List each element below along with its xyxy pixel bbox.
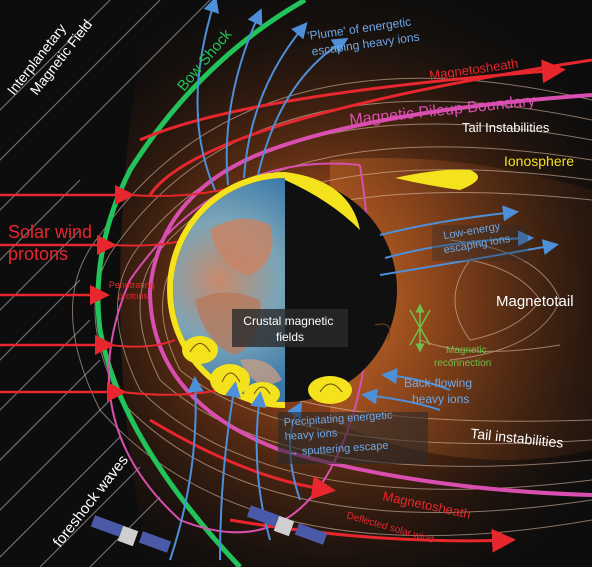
- low-energy-ion-arrows: [379, 205, 559, 276]
- magnetosheath-flow-lines: [139, 58, 592, 553]
- solar-wind-arrows: [0, 185, 135, 402]
- magnetic-pileup-boundary-line: [147, 93, 592, 497]
- backflowing-label: Back-flowing heavy ions: [404, 376, 475, 406]
- low-energy-label-box: [432, 225, 528, 261]
- reconnection-x: [409, 303, 431, 353]
- spacecraft-right: [246, 505, 328, 545]
- ionosphere-tongue: [395, 169, 478, 190]
- crustal-label-box: [232, 309, 348, 347]
- crustal-label: Crustal magnetic fields: [243, 314, 336, 344]
- crustal-field-loops: [189, 323, 391, 395]
- penetrating-label: Penetrating protons: [109, 280, 158, 301]
- precipitating-label-box: [278, 412, 428, 464]
- magnetotail-label: Magnetotail: [496, 293, 574, 310]
- ionosphere-label: Ionosphere: [504, 153, 574, 169]
- bow-shock-line: [95, 0, 307, 567]
- backflowing-ion-arrows: [361, 368, 451, 411]
- spacecraft-orbit: [107, 162, 371, 534]
- plume-escaping-ion-arrows: [196, 0, 349, 191]
- reconnection-label: Magnetic reconnection: [434, 345, 491, 369]
- spacecraft-left: [90, 515, 172, 553]
- solar-wind-label: Solar wind protons: [8, 222, 97, 264]
- ionosphere-dayside-edge: [285, 172, 360, 230]
- interplanetary-field-lines: [0, 0, 211, 567]
- mars-planet: [173, 178, 397, 402]
- tail-instabilities-top-label: Tail Instabilities: [462, 120, 550, 135]
